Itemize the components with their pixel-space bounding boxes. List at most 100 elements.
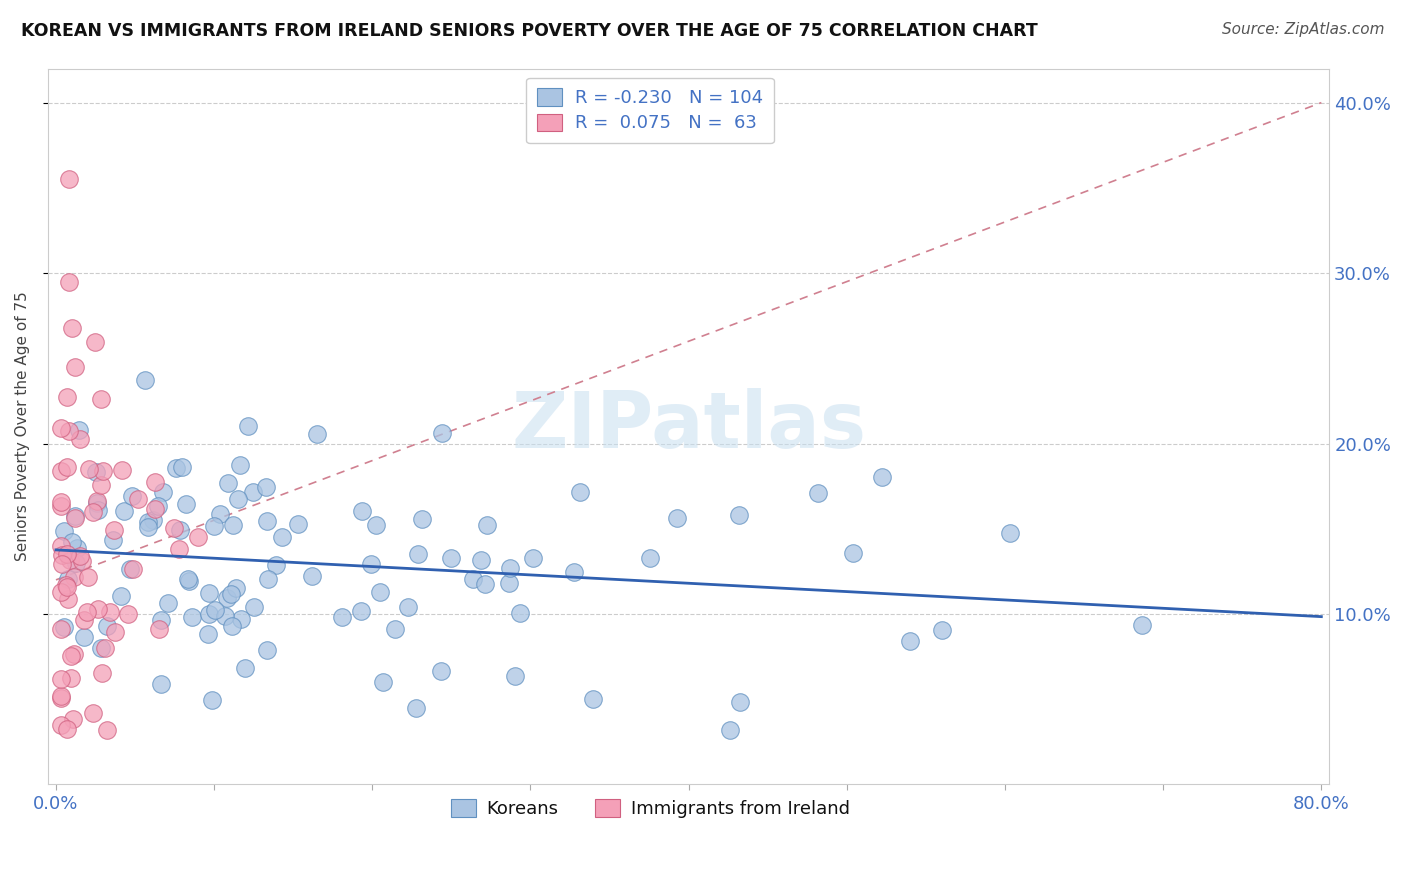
Point [60,648,83,663]
Point [94,640,117,655]
Point [136,515,159,529]
Point [509,606,531,620]
Point [142,513,165,527]
Point [110,589,132,603]
Point [474,577,496,591]
Point [49,585,72,599]
Point [112,504,135,518]
Point [217,591,239,605]
Point [65,556,87,570]
Point [201,692,224,706]
Point [177,574,200,589]
Point [221,618,243,632]
Point [67,423,90,437]
Point [229,458,252,472]
Point [49,718,72,732]
Point [301,569,323,583]
Point [503,669,526,683]
Point [134,373,156,387]
Point [150,613,173,627]
Point [287,517,309,532]
Point [569,484,592,499]
Point [72,630,94,644]
Point [49,622,72,636]
Point [931,624,953,638]
Point [666,510,689,524]
Point [332,610,354,624]
Point [121,489,143,503]
Point [59,553,82,567]
Point [187,530,209,544]
Point [58,424,80,438]
Point [55,390,77,404]
Point [522,550,544,565]
Point [405,701,427,715]
Point [136,520,159,534]
Point [56,580,79,594]
Point [242,485,264,500]
Point [82,504,104,518]
Point [235,661,257,675]
Point [63,359,86,374]
Point [256,572,278,586]
Point [76,605,98,619]
Point [66,541,89,555]
Point [430,425,453,440]
Point [101,533,124,547]
Text: ZIPatlas: ZIPatlas [512,389,866,465]
Point [368,585,391,599]
Point [264,558,287,572]
Point [152,485,174,500]
Point [90,665,112,680]
Point [150,677,173,691]
Point [360,558,382,572]
Point [63,647,86,661]
Point [197,607,219,622]
Point [73,613,96,627]
Point [49,691,72,706]
Point [256,643,278,657]
Point [69,432,91,446]
Point [222,517,245,532]
Point [498,561,520,575]
Point [69,549,91,563]
Point [352,504,374,518]
Point [475,517,498,532]
Point [219,587,242,601]
Point [143,475,166,489]
Point [156,596,179,610]
Point [371,674,394,689]
Point [181,610,204,624]
Point [169,524,191,538]
Point [1132,618,1154,632]
Point [120,562,142,576]
Point [411,512,433,526]
Point [87,601,110,615]
Point [60,535,83,549]
Point [146,500,169,514]
Y-axis label: Seniors Poverty Over the Age of 75: Seniors Poverty Over the Age of 75 [15,292,30,561]
Point [842,546,865,560]
Point [204,603,226,617]
Point [65,508,87,523]
Point [429,664,451,678]
Point [103,524,125,538]
Point [60,671,83,685]
Legend: Koreans, Immigrants from Ireland: Koreans, Immigrants from Ireland [443,792,858,825]
Point [176,572,198,586]
Point [214,609,236,624]
Point [84,335,107,350]
Point [60,320,83,334]
Point [229,612,252,626]
Point [49,689,72,703]
Point [236,419,259,434]
Point [174,498,197,512]
Point [49,499,72,513]
Point [52,524,75,538]
Point [165,461,187,475]
Point [562,565,585,579]
Point [49,421,72,435]
Point [49,464,72,478]
Point [271,530,294,544]
Point [90,392,112,407]
